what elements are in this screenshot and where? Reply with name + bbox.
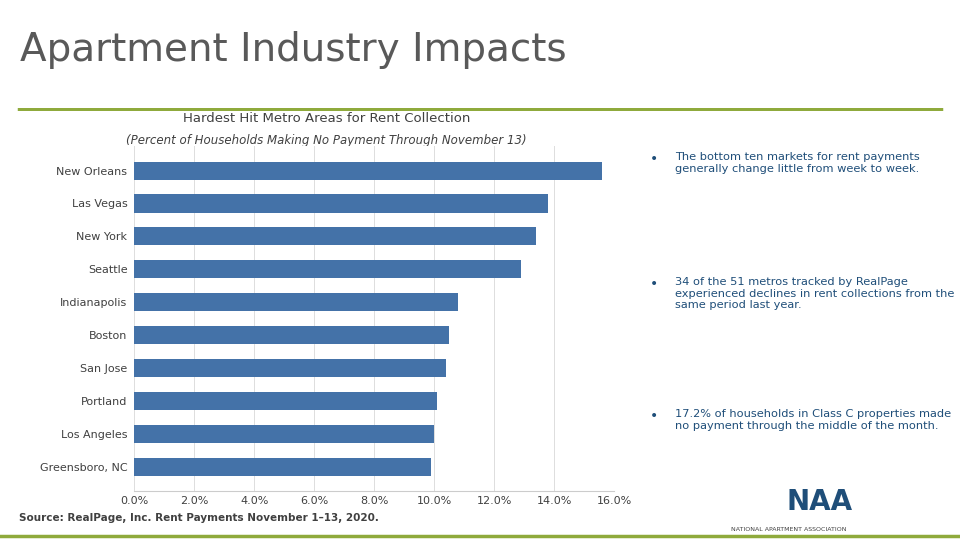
Text: Source: RealPage, Inc. Rent Payments November 1–13, 2020.: Source: RealPage, Inc. Rent Payments Nov…: [19, 513, 379, 523]
Bar: [134, 194, 548, 213]
Bar: [134, 161, 603, 180]
Text: NAA: NAA: [786, 488, 852, 516]
Text: •: •: [650, 277, 658, 291]
Text: Apartment Industry Impacts: Apartment Industry Impacts: [19, 31, 566, 69]
Bar: [134, 260, 521, 278]
Bar: [134, 326, 449, 344]
Bar: [134, 457, 431, 476]
Text: Hardest Hit Metro Areas for Rent Collection: Hardest Hit Metro Areas for Rent Collect…: [182, 112, 470, 125]
Text: (Percent of Households Making No Payment Through November 13): (Percent of Households Making No Payment…: [126, 134, 527, 147]
Bar: [134, 392, 438, 410]
Bar: [134, 359, 446, 377]
Text: The bottom ten markets for rent payments generally change little from week to we: The bottom ten markets for rent payments…: [675, 152, 920, 174]
Text: NATIONAL APARTMENT ASSOCIATION: NATIONAL APARTMENT ASSOCIATION: [732, 526, 847, 532]
Text: 34 of the 51 metros tracked by RealPage experienced declines in rent collections: 34 of the 51 metros tracked by RealPage …: [675, 277, 954, 310]
Bar: [134, 227, 537, 245]
Text: •: •: [650, 409, 658, 423]
Bar: [134, 293, 459, 311]
Text: 17.2% of households in Class C properties made no payment through the middle of : 17.2% of households in Class C propertie…: [675, 409, 951, 431]
Text: •: •: [650, 152, 658, 166]
Bar: [134, 424, 434, 443]
